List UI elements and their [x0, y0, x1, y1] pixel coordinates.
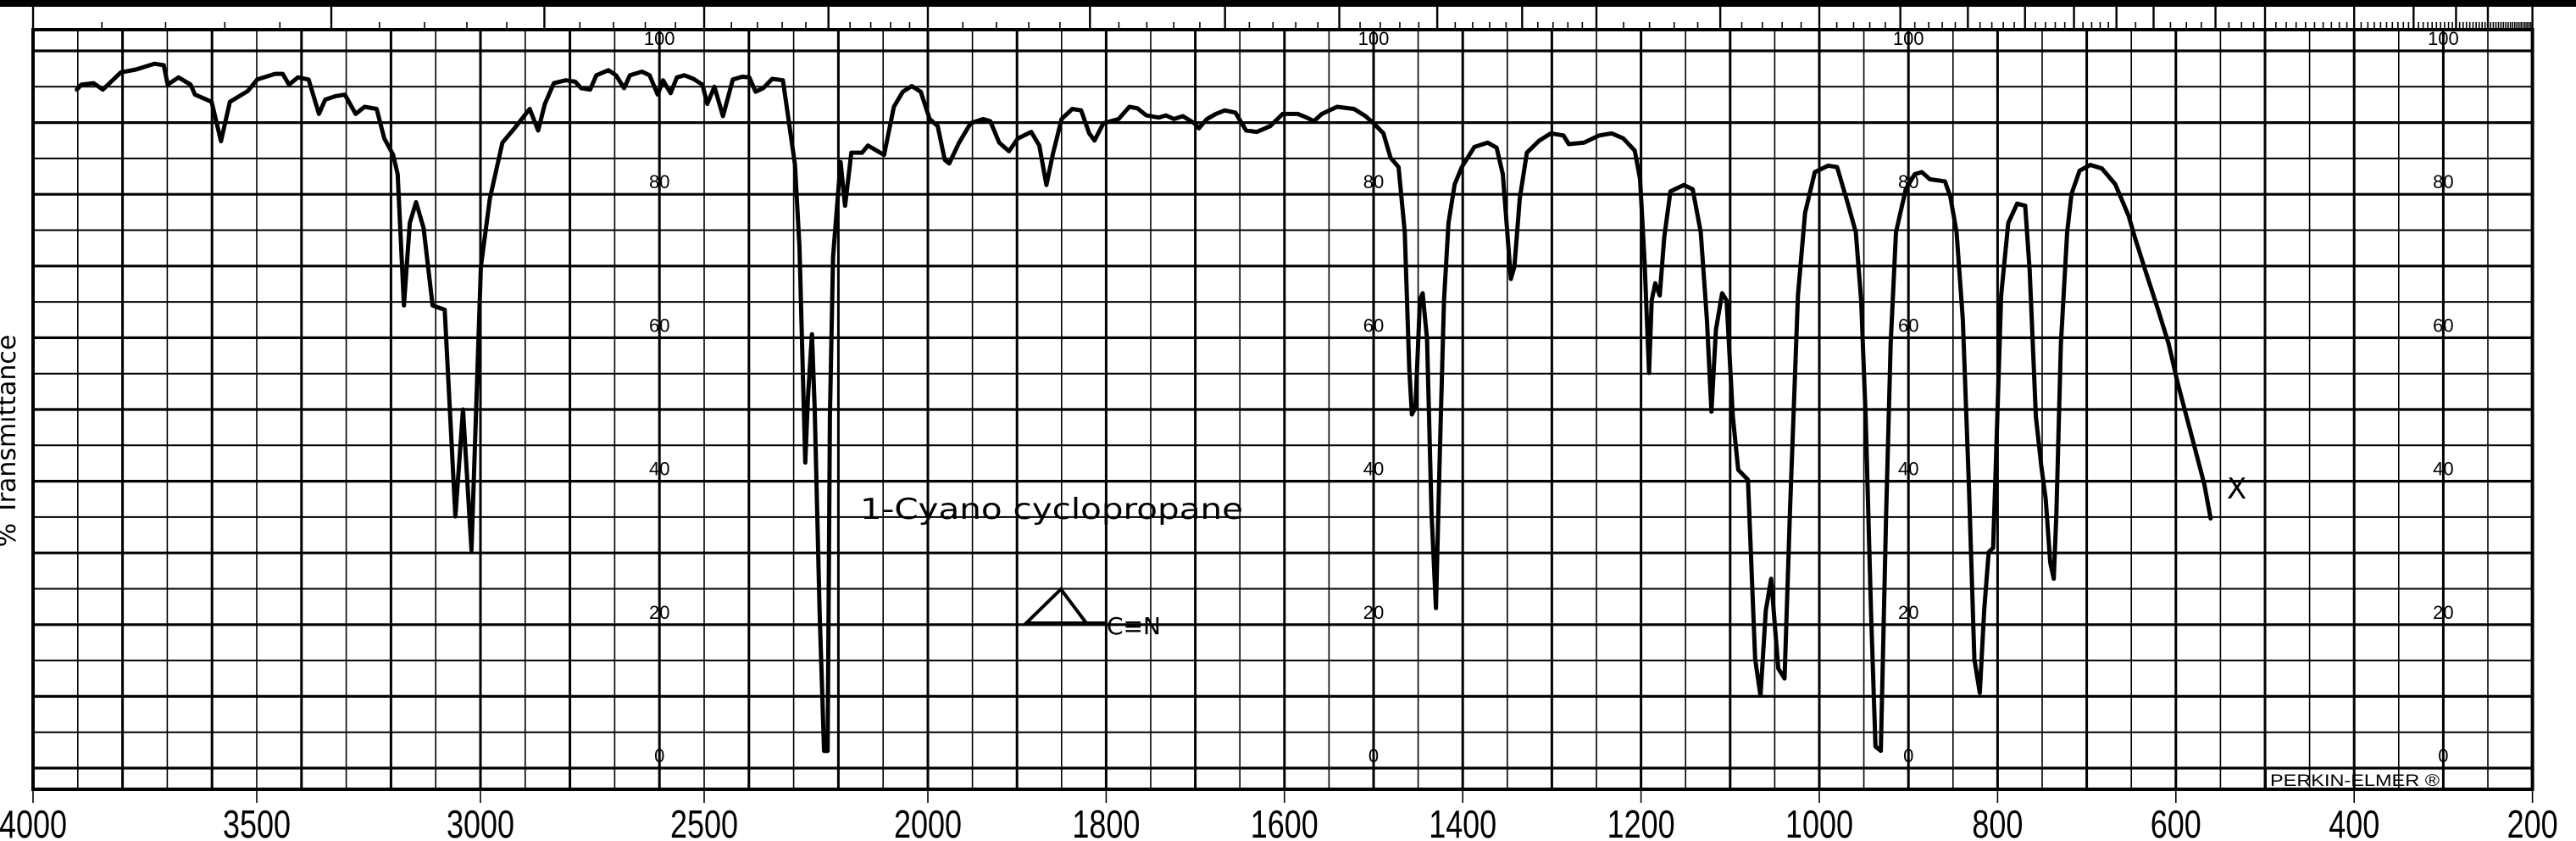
x-tick-label: 800: [1972, 802, 2023, 841]
x-axis-labels: 4000 3500 3000 2500 2000 1800 1600 1400 1200 1000…: [0, 789, 2558, 841]
y-tick-label: 20: [1898, 602, 1918, 623]
y-tick-label: 80: [2433, 171, 2453, 192]
y-tick-label: 0: [1368, 745, 1379, 766]
y-tick-label: 40: [1898, 459, 1918, 480]
y-tick-label: 20: [2433, 602, 2453, 623]
chart-grid: [31, 30, 2534, 789]
y-tick-label: 100: [644, 28, 675, 49]
frame-border: [31, 28, 2534, 791]
x-tick-label: 2500: [670, 802, 738, 841]
x-tick-label: 2000: [894, 802, 962, 841]
y-axis-labels: 1008060402001008060402001008060402001008…: [644, 28, 2459, 766]
x-tick-label: 400: [2329, 802, 2379, 841]
y-tick-label: 60: [649, 315, 669, 336]
x-tick-label: 3500: [223, 802, 291, 841]
cyclopropane-structure: [1022, 586, 1090, 625]
y-tick-label: 20: [1363, 602, 1384, 623]
top-micron-scale: [31, 7, 2534, 30]
y-axis-title: % Transmittance: [0, 335, 22, 548]
top-black-band: [0, 0, 2576, 7]
y-tick-label: 60: [2433, 315, 2453, 336]
x-tick-label: 1800: [1072, 802, 1140, 841]
plot-frame: [31, 28, 2534, 791]
x-tick-label: 1000: [1785, 802, 1853, 841]
spectrum-line: [75, 61, 2213, 754]
x-tick-label: 600: [2151, 802, 2201, 841]
y-tick-label: 40: [1363, 459, 1384, 480]
brand-label: PERKIN-ELMER ®: [2270, 772, 2440, 790]
y-tick-label: 60: [1898, 315, 1918, 336]
y-tick-label: 100: [2428, 28, 2459, 49]
y-tick-label: 0: [2438, 745, 2448, 766]
y-tick-label: 40: [649, 459, 669, 480]
compound-annotation: 1-Cyano cyclopropane C≡N X: [860, 472, 2246, 640]
y-tick-label: 100: [1358, 28, 1390, 49]
y-tick-label: 0: [1903, 745, 1913, 766]
x-tick-label: 1400: [1429, 802, 1496, 841]
y-tick-label: 20: [649, 602, 669, 623]
end-marker-x: X: [2227, 472, 2246, 506]
compound-name: 1-Cyano cyclopropane: [860, 493, 1243, 526]
x-tick-label: 1200: [1607, 802, 1675, 841]
nitrile-group: C≡N: [1107, 612, 1161, 640]
y-tick-label: 80: [649, 171, 669, 192]
x-tick-label: 3000: [447, 802, 514, 841]
x-tick-label: 200: [2507, 802, 2558, 841]
y-tick-label: 0: [654, 745, 664, 766]
x-tick-label: 1600: [1251, 802, 1319, 841]
brand-box: PERKIN-ELMER ®: [2265, 768, 2440, 790]
y-tick-label: 60: [1363, 315, 1384, 336]
y-tick-label: 40: [2433, 459, 2453, 480]
x-tick-label: 4000: [0, 802, 67, 841]
y-tick-label: 100: [1893, 28, 1924, 49]
y-tick-label: 80: [1363, 171, 1384, 192]
